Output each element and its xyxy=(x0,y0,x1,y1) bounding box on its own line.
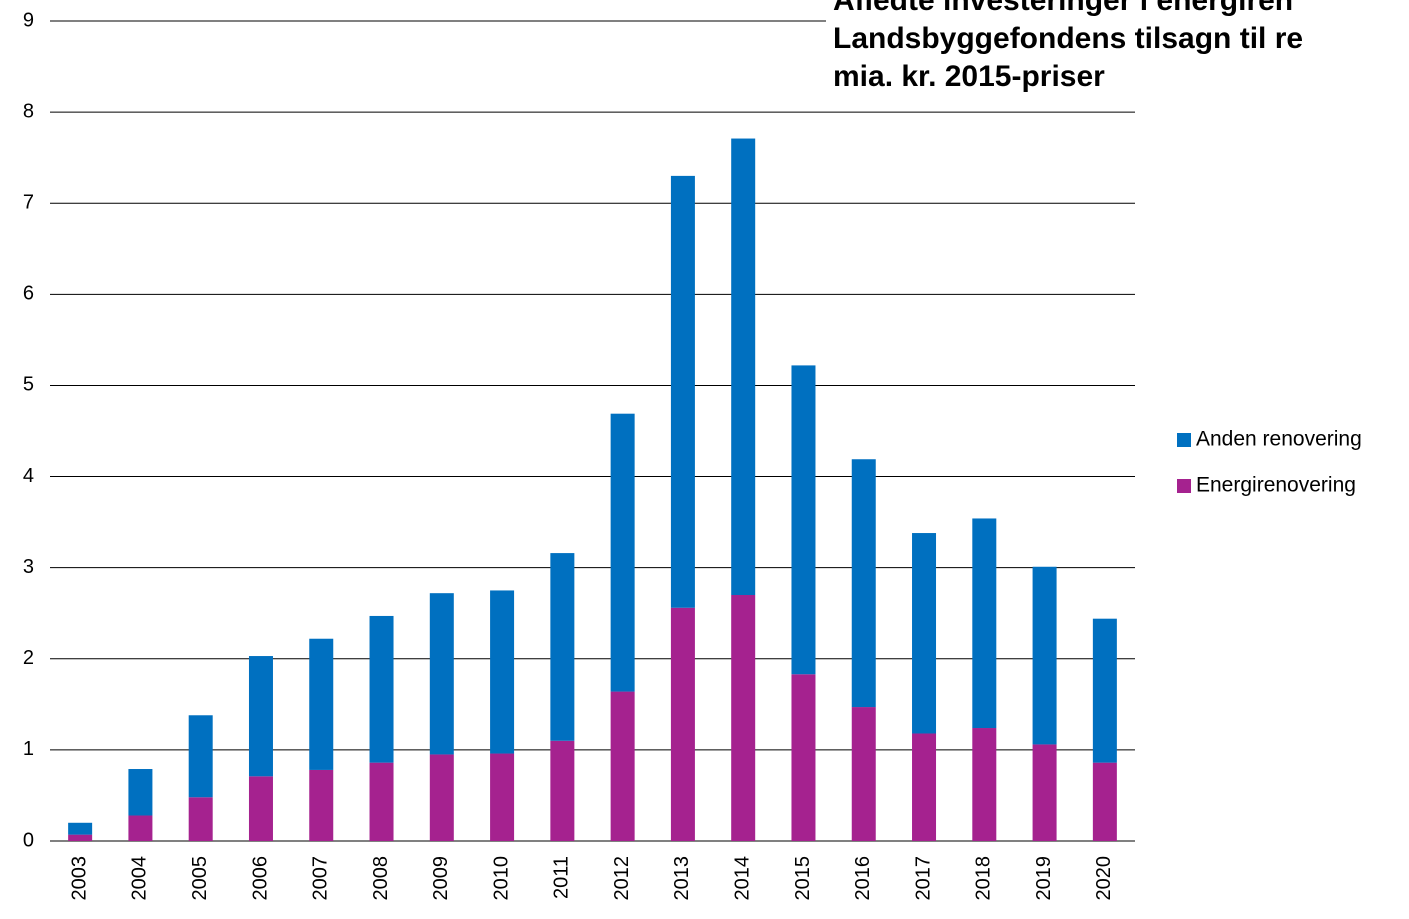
bar-segment xyxy=(610,691,635,841)
x-tick-label: 2003 xyxy=(68,856,90,901)
bar-segment xyxy=(309,769,334,841)
bar-segment xyxy=(670,175,695,608)
legend-swatch xyxy=(1177,433,1191,447)
bar-segment xyxy=(550,553,575,741)
bar-segment xyxy=(1092,762,1117,841)
y-tick-label: 3 xyxy=(23,556,34,578)
bar-segment xyxy=(791,674,816,841)
bar-segment xyxy=(68,834,93,841)
x-tick-label: 2005 xyxy=(189,856,211,901)
y-tick-label: 2 xyxy=(23,647,34,669)
bar-segment xyxy=(188,797,213,841)
y-tick-label: 5 xyxy=(23,374,34,396)
x-tick-label: 2014 xyxy=(731,856,753,901)
bar-segment xyxy=(1032,744,1057,841)
legend-swatch xyxy=(1177,479,1191,493)
x-tick-label: 2015 xyxy=(792,856,814,901)
bar-segment xyxy=(670,607,695,841)
x-tick-label: 2010 xyxy=(490,856,512,901)
y-tick-label: 1 xyxy=(23,738,34,760)
bar-segment xyxy=(972,518,997,729)
bar-segment xyxy=(731,595,756,841)
bar-segment xyxy=(851,459,876,708)
title-background xyxy=(826,0,1409,100)
bar-segment xyxy=(128,815,153,841)
bar-segment xyxy=(912,533,937,734)
bar-segment xyxy=(429,593,454,755)
bar-segment xyxy=(309,638,334,770)
x-tick-label: 2018 xyxy=(973,856,995,901)
y-tick-label: 6 xyxy=(23,283,34,305)
chart-title: mia. kr. 2015-priser xyxy=(833,60,1105,93)
x-tick-label: 2006 xyxy=(249,856,271,901)
bar-segment xyxy=(851,707,876,841)
y-tick-label: 9 xyxy=(23,9,34,31)
y-tick-label: 0 xyxy=(23,829,34,851)
x-tick-label: 2009 xyxy=(430,856,452,901)
x-tick-label: 2020 xyxy=(1093,856,1115,901)
legend-label: Energirenovering xyxy=(1196,474,1356,497)
x-tick-label: 2013 xyxy=(671,856,693,901)
bar-segment xyxy=(972,728,997,841)
x-tick-label: 2011 xyxy=(551,856,573,899)
bar-segment xyxy=(429,754,454,841)
bar-segment xyxy=(731,138,756,596)
bar-segment xyxy=(369,762,394,841)
x-tick-label: 2019 xyxy=(1033,856,1055,901)
x-tick-label: 2004 xyxy=(129,856,151,901)
y-tick-label: 8 xyxy=(23,100,34,122)
x-tick-label: 2007 xyxy=(310,856,332,901)
bar-segment xyxy=(68,822,93,835)
bar-segment xyxy=(550,740,575,841)
bar-segment xyxy=(248,656,273,777)
bar-segment xyxy=(188,715,213,798)
bar-segment xyxy=(128,769,153,816)
bar-segment xyxy=(610,413,635,692)
chart-title: Landsbyggefondens tilsagn til re xyxy=(833,22,1303,55)
y-tick-label: 7 xyxy=(23,192,34,214)
bar-segment xyxy=(248,776,273,841)
chart-title: Afledte investeringer i energiren xyxy=(833,0,1293,17)
bar-segment xyxy=(791,365,816,675)
bar-segment xyxy=(1092,618,1117,763)
x-tick-label: 2017 xyxy=(912,856,934,901)
x-tick-label: 2012 xyxy=(611,856,633,901)
legend-label: Anden renovering xyxy=(1196,428,1362,451)
bar-segment xyxy=(912,733,937,841)
bar-segment xyxy=(369,615,394,763)
x-tick-label: 2016 xyxy=(852,856,874,901)
bar-segment xyxy=(490,753,515,841)
bar-segment xyxy=(490,590,515,754)
y-tick-label: 4 xyxy=(23,465,34,487)
bar-segment xyxy=(1032,566,1057,745)
x-tick-label: 2008 xyxy=(370,856,392,901)
